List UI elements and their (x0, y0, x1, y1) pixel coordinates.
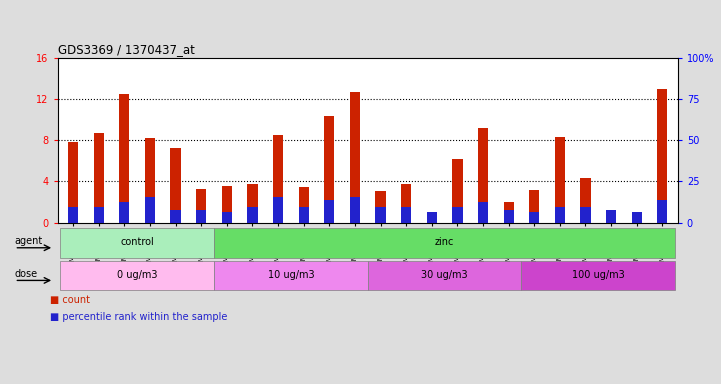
Bar (68, 142, 78, 223)
Bar (94, 207, 104, 223)
Bar (145, 197, 155, 223)
Bar (170, 148, 181, 223)
Bar (580, 207, 590, 223)
Bar (247, 184, 257, 223)
Bar (368, 261, 521, 290)
Bar (376, 191, 386, 223)
Text: dose: dose (14, 269, 37, 279)
Bar (196, 189, 206, 223)
Bar (350, 92, 360, 223)
Bar (247, 207, 257, 223)
Bar (478, 128, 488, 223)
Bar (68, 207, 78, 223)
Bar (606, 212, 616, 223)
Bar (273, 135, 283, 223)
Bar (452, 207, 462, 223)
Bar (503, 210, 514, 223)
Text: ■ percentile rank within the sample: ■ percentile rank within the sample (50, 312, 228, 322)
Bar (632, 214, 642, 223)
Bar (478, 202, 488, 223)
Text: control: control (120, 237, 154, 247)
Bar (521, 261, 675, 290)
Bar (580, 178, 590, 223)
Bar (61, 261, 214, 290)
Bar (554, 207, 565, 223)
Bar (632, 212, 642, 223)
Bar (324, 200, 335, 223)
Bar (94, 133, 104, 223)
Text: ■ count: ■ count (50, 295, 90, 305)
Bar (145, 138, 155, 223)
Text: 100 ug/m3: 100 ug/m3 (572, 270, 624, 280)
Bar (273, 197, 283, 223)
Bar (214, 261, 368, 290)
Bar (606, 210, 616, 223)
Bar (529, 190, 539, 223)
Text: 0 ug/m3: 0 ug/m3 (117, 270, 157, 280)
Text: 30 ug/m3: 30 ug/m3 (421, 270, 468, 280)
Bar (298, 207, 309, 223)
Text: zinc: zinc (435, 237, 454, 247)
Bar (401, 207, 411, 223)
Text: GDS3369 / 1370437_at: GDS3369 / 1370437_at (58, 43, 195, 56)
Bar (529, 212, 539, 223)
Bar (170, 210, 181, 223)
Bar (61, 228, 214, 258)
Bar (401, 184, 411, 223)
Bar (119, 94, 130, 223)
Bar (658, 200, 668, 223)
Bar (427, 214, 437, 223)
Bar (196, 210, 206, 223)
Bar (658, 89, 668, 223)
Text: 10 ug/m3: 10 ug/m3 (267, 270, 314, 280)
Bar (427, 212, 437, 223)
Bar (503, 202, 514, 223)
Text: agent: agent (14, 236, 43, 246)
Bar (298, 187, 309, 223)
Bar (221, 212, 232, 223)
Bar (221, 185, 232, 223)
Bar (214, 228, 675, 258)
Bar (376, 207, 386, 223)
Bar (452, 159, 462, 223)
Bar (554, 137, 565, 223)
Bar (350, 197, 360, 223)
Bar (324, 116, 335, 223)
Bar (119, 202, 130, 223)
